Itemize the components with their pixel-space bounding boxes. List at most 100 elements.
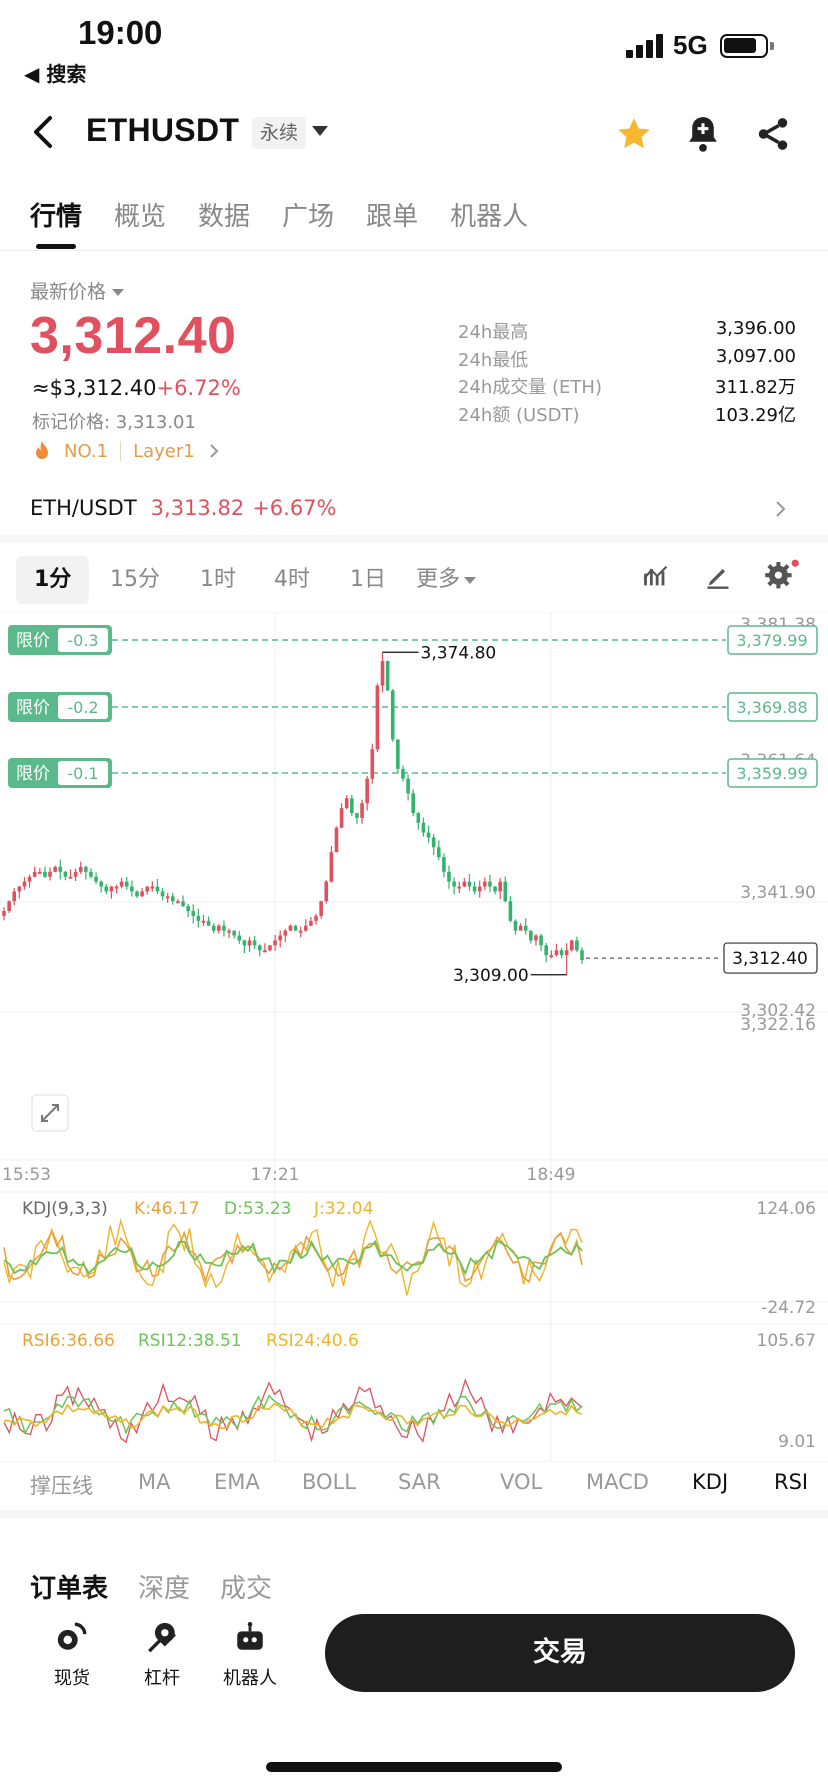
- tag-separator: [120, 441, 122, 461]
- kdj-d-line: [3, 1239, 583, 1276]
- share-icon[interactable]: [754, 114, 792, 154]
- limit-order-tag[interactable]: 限价 -0.3: [8, 625, 112, 655]
- candle-body: [140, 891, 144, 897]
- ind-tab-support[interactable]: 撑压线: [30, 1474, 93, 1498]
- candle-body: [411, 793, 416, 814]
- candle-body: [477, 886, 482, 892]
- price-chart[interactable]: 3,381.383,361.643,341.903,322.163,302.42…: [0, 612, 828, 1462]
- candle-body: [165, 896, 170, 899]
- expand-chart-button[interactable]: [31, 1094, 69, 1132]
- rsi6-value: RSI6:36.66: [22, 1331, 115, 1351]
- candle-body: [130, 886, 134, 892]
- chevron-down-icon: [464, 576, 477, 584]
- chevron-down-icon[interactable]: [312, 126, 328, 136]
- last-price-box: [723, 942, 818, 974]
- chevron-right-icon[interactable]: [774, 498, 788, 520]
- back-icon[interactable]: [26, 110, 62, 154]
- tab-trades[interactable]: 成交: [220, 1574, 273, 1604]
- candle-body: [43, 871, 47, 877]
- kdj-min: -24.72: [761, 1298, 816, 1318]
- trade-button[interactable]: 交易: [325, 1614, 795, 1692]
- battery-icon: [720, 34, 774, 58]
- stat-row: 24h额 (USDT) 103.29亿: [458, 401, 796, 429]
- candle-body: [406, 778, 410, 794]
- tab-active-indicator: [36, 244, 76, 249]
- candle-body: [227, 930, 231, 933]
- candle-body: [503, 881, 508, 902]
- candle-body: [462, 881, 467, 887]
- candle-body: [534, 935, 538, 941]
- leverage-label: 杠杆: [144, 1668, 180, 1689]
- stat-value: 311.82万: [715, 377, 796, 398]
- tab-depth[interactable]: 深度: [138, 1574, 191, 1604]
- limit-order-tag[interactable]: 限价 -0.2: [8, 692, 112, 722]
- ind-tab-sar[interactable]: SAR: [398, 1470, 441, 1494]
- interval-1d[interactable]: 1日: [350, 567, 386, 592]
- candle-body: [94, 876, 98, 882]
- coins-icon: [57, 1622, 87, 1650]
- tab-bot[interactable]: 机器人: [450, 202, 529, 232]
- interval-1h[interactable]: 1时: [200, 567, 236, 592]
- ind-tab-ema[interactable]: EMA: [214, 1470, 260, 1494]
- y-tick-label: 3,302.42: [740, 1001, 816, 1021]
- bell-plus-icon[interactable]: [684, 114, 722, 154]
- stat-row: 24h最高 3,396.00: [458, 318, 796, 346]
- limit-price-box: [727, 758, 818, 788]
- ind-tab-vol[interactable]: VOL: [500, 1470, 543, 1494]
- candle-body: [12, 891, 17, 902]
- rsi24-line: [3, 1402, 583, 1430]
- candle-body: [329, 852, 334, 882]
- candle-body: [513, 920, 518, 931]
- candle-body: [160, 891, 165, 897]
- contract-type-badge[interactable]: 永续: [252, 117, 307, 149]
- tab-copy-trade[interactable]: 跟单: [366, 202, 419, 232]
- interval-more[interactable]: 更多: [416, 556, 477, 604]
- tab-market[interactable]: 行情: [30, 202, 83, 232]
- indicator-icon[interactable]: [642, 562, 670, 590]
- tab-order-book[interactable]: 订单表: [30, 1574, 109, 1604]
- home-indicator[interactable]: [266, 1762, 562, 1772]
- settings-gear-icon[interactable]: [764, 558, 800, 590]
- candle-body: [201, 920, 206, 923]
- signal-icon: [626, 34, 666, 58]
- ranking-tags[interactable]: NO.1 Layer1: [32, 440, 221, 462]
- candle-body: [319, 901, 323, 916]
- tab-overview[interactable]: 概览: [114, 202, 167, 232]
- interval-1m[interactable]: 1分: [16, 556, 90, 604]
- draw-pencil-icon[interactable]: [704, 562, 732, 590]
- leverage-button[interactable]: 杠杆: [122, 1620, 202, 1690]
- tab-square[interactable]: 广场: [282, 202, 335, 232]
- ind-tab-ma[interactable]: MA: [138, 1470, 171, 1494]
- star-icon[interactable]: [614, 114, 654, 154]
- candle-body: [109, 886, 114, 892]
- stat-row: 24h成交量 (ETH) 311.82万: [458, 373, 796, 401]
- candle-body: [498, 881, 502, 892]
- interval-4h[interactable]: 4时: [274, 567, 310, 592]
- interval-15m[interactable]: 15分: [110, 567, 160, 592]
- candle-body: [365, 778, 369, 804]
- candle-body: [426, 832, 431, 838]
- chevron-right-icon: [210, 444, 219, 458]
- spot-button[interactable]: 现货: [32, 1620, 112, 1690]
- ind-tab-kdj[interactable]: KDJ: [692, 1470, 729, 1494]
- limit-order-tag[interactable]: 限价 -0.1: [8, 758, 112, 788]
- x-tick-label: 18:49: [527, 1165, 576, 1185]
- ind-tab-boll[interactable]: BOLL: [302, 1470, 356, 1494]
- bot-button[interactable]: 机器人: [210, 1620, 290, 1690]
- limit-offset: -0.1: [67, 764, 98, 783]
- candle-body: [298, 930, 303, 933]
- spot-pair-row[interactable]: ETH/USDT 3,313.82 +6.67%: [30, 496, 337, 520]
- status-time: 19:00: [78, 14, 163, 51]
- candle-body: [263, 950, 267, 953]
- limit-price: 3,379.99: [736, 631, 807, 650]
- ind-tab-macd[interactable]: MACD: [586, 1470, 649, 1494]
- ind-tab-rsi[interactable]: RSI: [774, 1470, 809, 1494]
- candle-body: [467, 881, 472, 887]
- symbol-title[interactable]: ETHUSDT: [86, 112, 240, 148]
- latest-price-label[interactable]: 最新价格: [30, 277, 124, 304]
- back-to-search[interactable]: ◀ 搜索: [24, 62, 87, 86]
- kdj-j-line: [3, 1217, 583, 1296]
- tab-data[interactable]: 数据: [198, 202, 251, 232]
- candle-body: [145, 886, 150, 892]
- robot-icon: [237, 1621, 263, 1650]
